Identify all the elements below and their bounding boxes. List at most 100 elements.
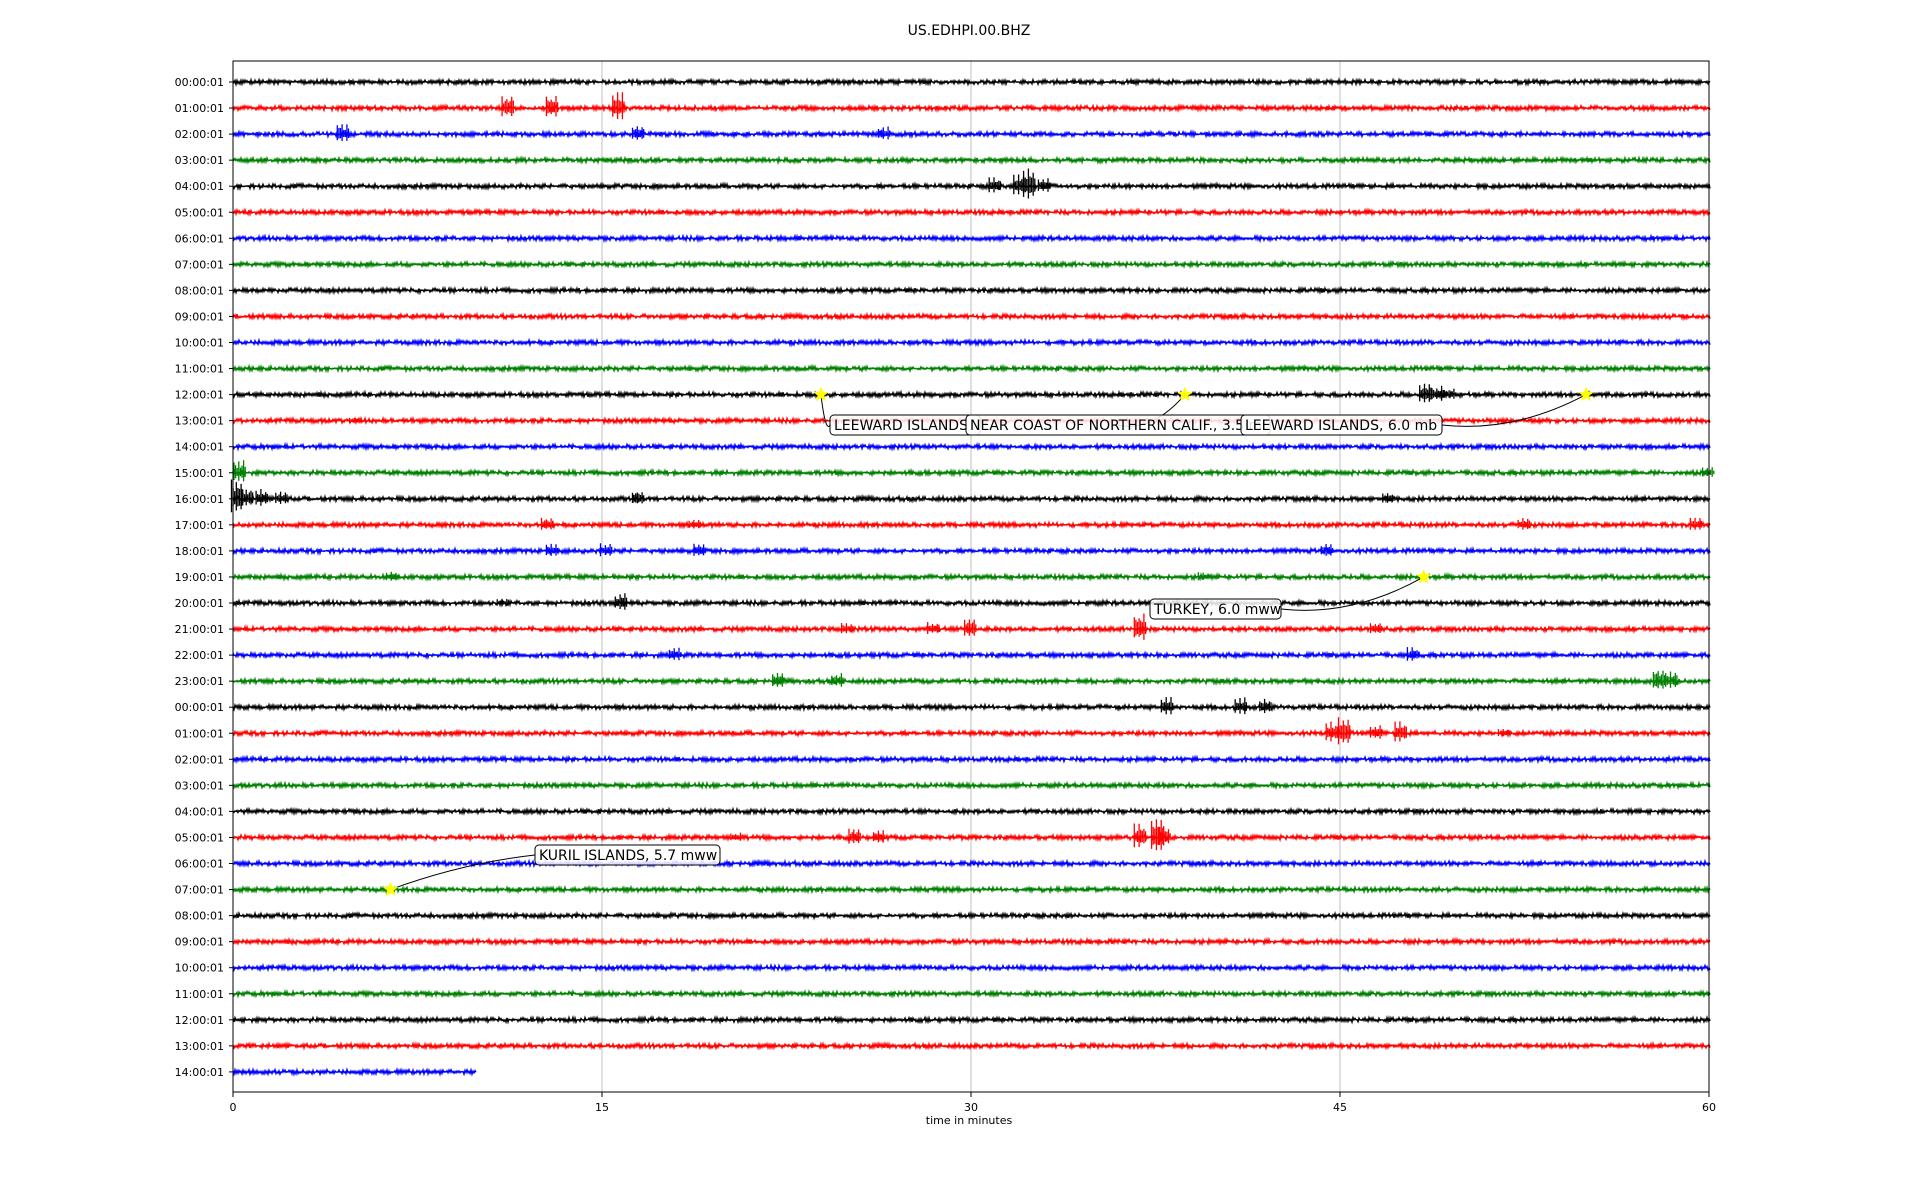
trace-row — [232, 285, 1711, 296]
event-burst — [1022, 168, 1036, 199]
annotation-connector — [390, 854, 536, 891]
trace-line — [232, 754, 1711, 765]
y-tick-label: 01:00:01 — [175, 102, 224, 115]
trace-line — [232, 910, 1711, 921]
trace-line — [232, 571, 1711, 582]
trace-line — [232, 1014, 1711, 1025]
x-axis: 0 15 30 45 60 — [230, 1092, 1716, 1114]
y-tick-label: 21:00:01 — [175, 623, 224, 636]
trace-row — [232, 1066, 477, 1077]
event-burst — [496, 598, 510, 606]
event-burst — [988, 177, 1002, 193]
trace-row — [232, 717, 1711, 745]
event-burst — [688, 519, 701, 529]
trace-row — [232, 337, 1711, 348]
event-burst — [614, 593, 628, 610]
trace-row — [232, 233, 1711, 244]
event-burst — [240, 488, 254, 506]
y-tick-label: 12:00:01 — [175, 1014, 224, 1027]
trace-line — [232, 1066, 477, 1077]
x-tick-label: 0 — [230, 1101, 237, 1114]
y-tick-label: 09:00:01 — [175, 310, 224, 323]
event-burst — [612, 92, 625, 120]
trace-row — [232, 168, 1711, 199]
annotation-label: LEEWARD ISLANDS — [834, 418, 968, 434]
annotation-box — [1149, 598, 1282, 620]
event-burst — [872, 830, 886, 843]
y-tick-label: 02:00:01 — [175, 128, 224, 141]
trace-row — [232, 517, 1711, 530]
y-tick-label: 11:00:01 — [175, 363, 224, 376]
trace-row — [232, 858, 1711, 869]
annotations: LEEWARD ISLANDS NEAR COAST OF NORTHERN CA… — [382, 386, 1594, 897]
trace-row — [232, 441, 1711, 452]
trace-row — [232, 780, 1711, 791]
event-star-marker — [1415, 568, 1432, 584]
trace-row — [232, 1040, 1711, 1051]
trace-line — [232, 207, 1711, 218]
event-burst — [545, 96, 559, 117]
x-tick-label: 45 — [1333, 1101, 1347, 1114]
event-annotation: LEEWARD ISLANDS — [813, 386, 981, 436]
trace-line — [232, 832, 1711, 843]
event-burst — [693, 543, 706, 556]
trace-line — [232, 962, 1711, 973]
trace-row — [232, 363, 1711, 374]
event-burst — [1665, 671, 1678, 688]
event-burst — [348, 417, 362, 423]
trace-line — [232, 676, 1711, 687]
y-tick-label: 02:00:01 — [175, 753, 224, 766]
y-tick-label: 03:00:01 — [175, 779, 224, 792]
trace-row — [232, 884, 1711, 895]
annotation-label: NEAR COAST OF NORTHERN CALIF., 3.5 ml — [970, 418, 1266, 434]
trace-row — [232, 383, 1711, 403]
trace-line — [232, 780, 1711, 791]
trace-row — [232, 593, 1711, 610]
trace-line — [232, 363, 1711, 374]
annotation-label: TURKEY, 6.0 mww — [1153, 602, 1281, 618]
event-annotation: LEEWARD ISLANDS, 6.0 mb — [1240, 386, 1594, 436]
y-tick-label: 22:00:01 — [175, 649, 224, 662]
y-tick-label: 12:00:01 — [175, 389, 224, 402]
event-burst — [1337, 717, 1351, 745]
y-tick-label: 09:00:01 — [175, 936, 224, 949]
event-burst — [631, 492, 645, 504]
event-burst — [1133, 613, 1147, 640]
trace-row — [232, 155, 1711, 166]
event-burst — [1325, 721, 1339, 742]
y-tick-label: 06:00:01 — [175, 232, 224, 245]
trace-row — [232, 77, 1711, 88]
trace-row — [232, 613, 1711, 640]
trace-row — [232, 647, 1711, 661]
event-burst — [631, 126, 645, 140]
event-star-marker — [1177, 386, 1193, 402]
trace-row — [232, 936, 1711, 947]
event-burst — [1406, 647, 1420, 661]
x-axis-label: time in minutes — [926, 1114, 1013, 1127]
annotation-connector — [820, 394, 831, 427]
trace-row — [232, 910, 1711, 921]
event-burst — [1160, 697, 1174, 715]
y-tick-label: 13:00:01 — [175, 1040, 224, 1053]
chart-title: US.EDHPI.00.BHZ — [908, 23, 1031, 39]
y-tick-label: 07:00:01 — [175, 258, 224, 271]
annotation-connector — [1280, 576, 1424, 611]
y-tick-label: 15:00:01 — [175, 467, 224, 480]
trace-row — [232, 311, 1711, 322]
event-burst — [1517, 518, 1530, 530]
y-tick-label: 20:00:01 — [175, 597, 224, 610]
y-tick-labels: 00:00:01 01:00:01 02:00:01 03:00:01 04:00:01… — [175, 76, 233, 1079]
trace-line — [232, 519, 1711, 530]
trace-row — [232, 1014, 1711, 1025]
trace-line — [232, 129, 1711, 140]
y-tick-label: 07:00:01 — [175, 884, 224, 897]
event-burst — [1197, 572, 1211, 581]
event-burst — [233, 460, 246, 482]
event-annotation: NEAR COAST OF NORTHERN CALIF., 3.5 ml — [965, 386, 1271, 436]
y-tick-label: 01:00:01 — [175, 727, 224, 740]
y-tick-label: 23:00:01 — [175, 675, 224, 688]
trace-line — [232, 988, 1711, 999]
event-burst — [1382, 493, 1395, 503]
y-tick-label: 03:00:01 — [175, 154, 224, 167]
y-tick-label: 08:00:01 — [175, 284, 224, 297]
